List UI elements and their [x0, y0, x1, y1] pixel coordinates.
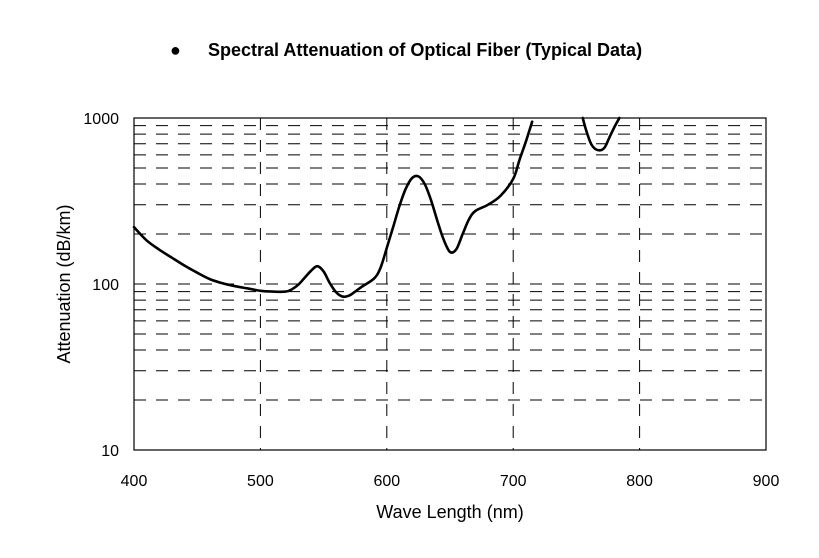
x-tick-label: 800: [626, 473, 653, 490]
x-tick-label: 600: [373, 473, 400, 490]
x-tick-label: 700: [500, 473, 527, 490]
series-layer: [132, 116, 621, 299]
grid-lines: [134, 118, 766, 450]
y-tick-label: 1000: [83, 111, 119, 128]
attenuation-curve-segment: [132, 120, 534, 299]
x-tick-label: 400: [121, 473, 148, 490]
y-axis-title: Attenuation (dB/km): [54, 204, 74, 363]
title-bullet: ●: [170, 40, 181, 60]
chart-title-group: ● Spectral Attenuation of Optical Fiber …: [170, 40, 642, 60]
y-tick-label: 100: [92, 277, 119, 294]
x-axis-title: Wave Length (nm): [376, 502, 523, 522]
chart-title: Spectral Attenuation of Optical Fiber (T…: [208, 40, 642, 60]
attenuation-curve-segment: [581, 116, 621, 152]
x-tick-label: 500: [247, 473, 274, 490]
x-tick-label: 900: [753, 473, 780, 490]
plot-area-frame: [133, 117, 767, 451]
y-tick-label: 10: [101, 443, 119, 460]
x-tick-labels: 400 500 600 700 800 900: [121, 473, 780, 490]
y-tick-labels: 10 100 1000: [83, 111, 119, 460]
